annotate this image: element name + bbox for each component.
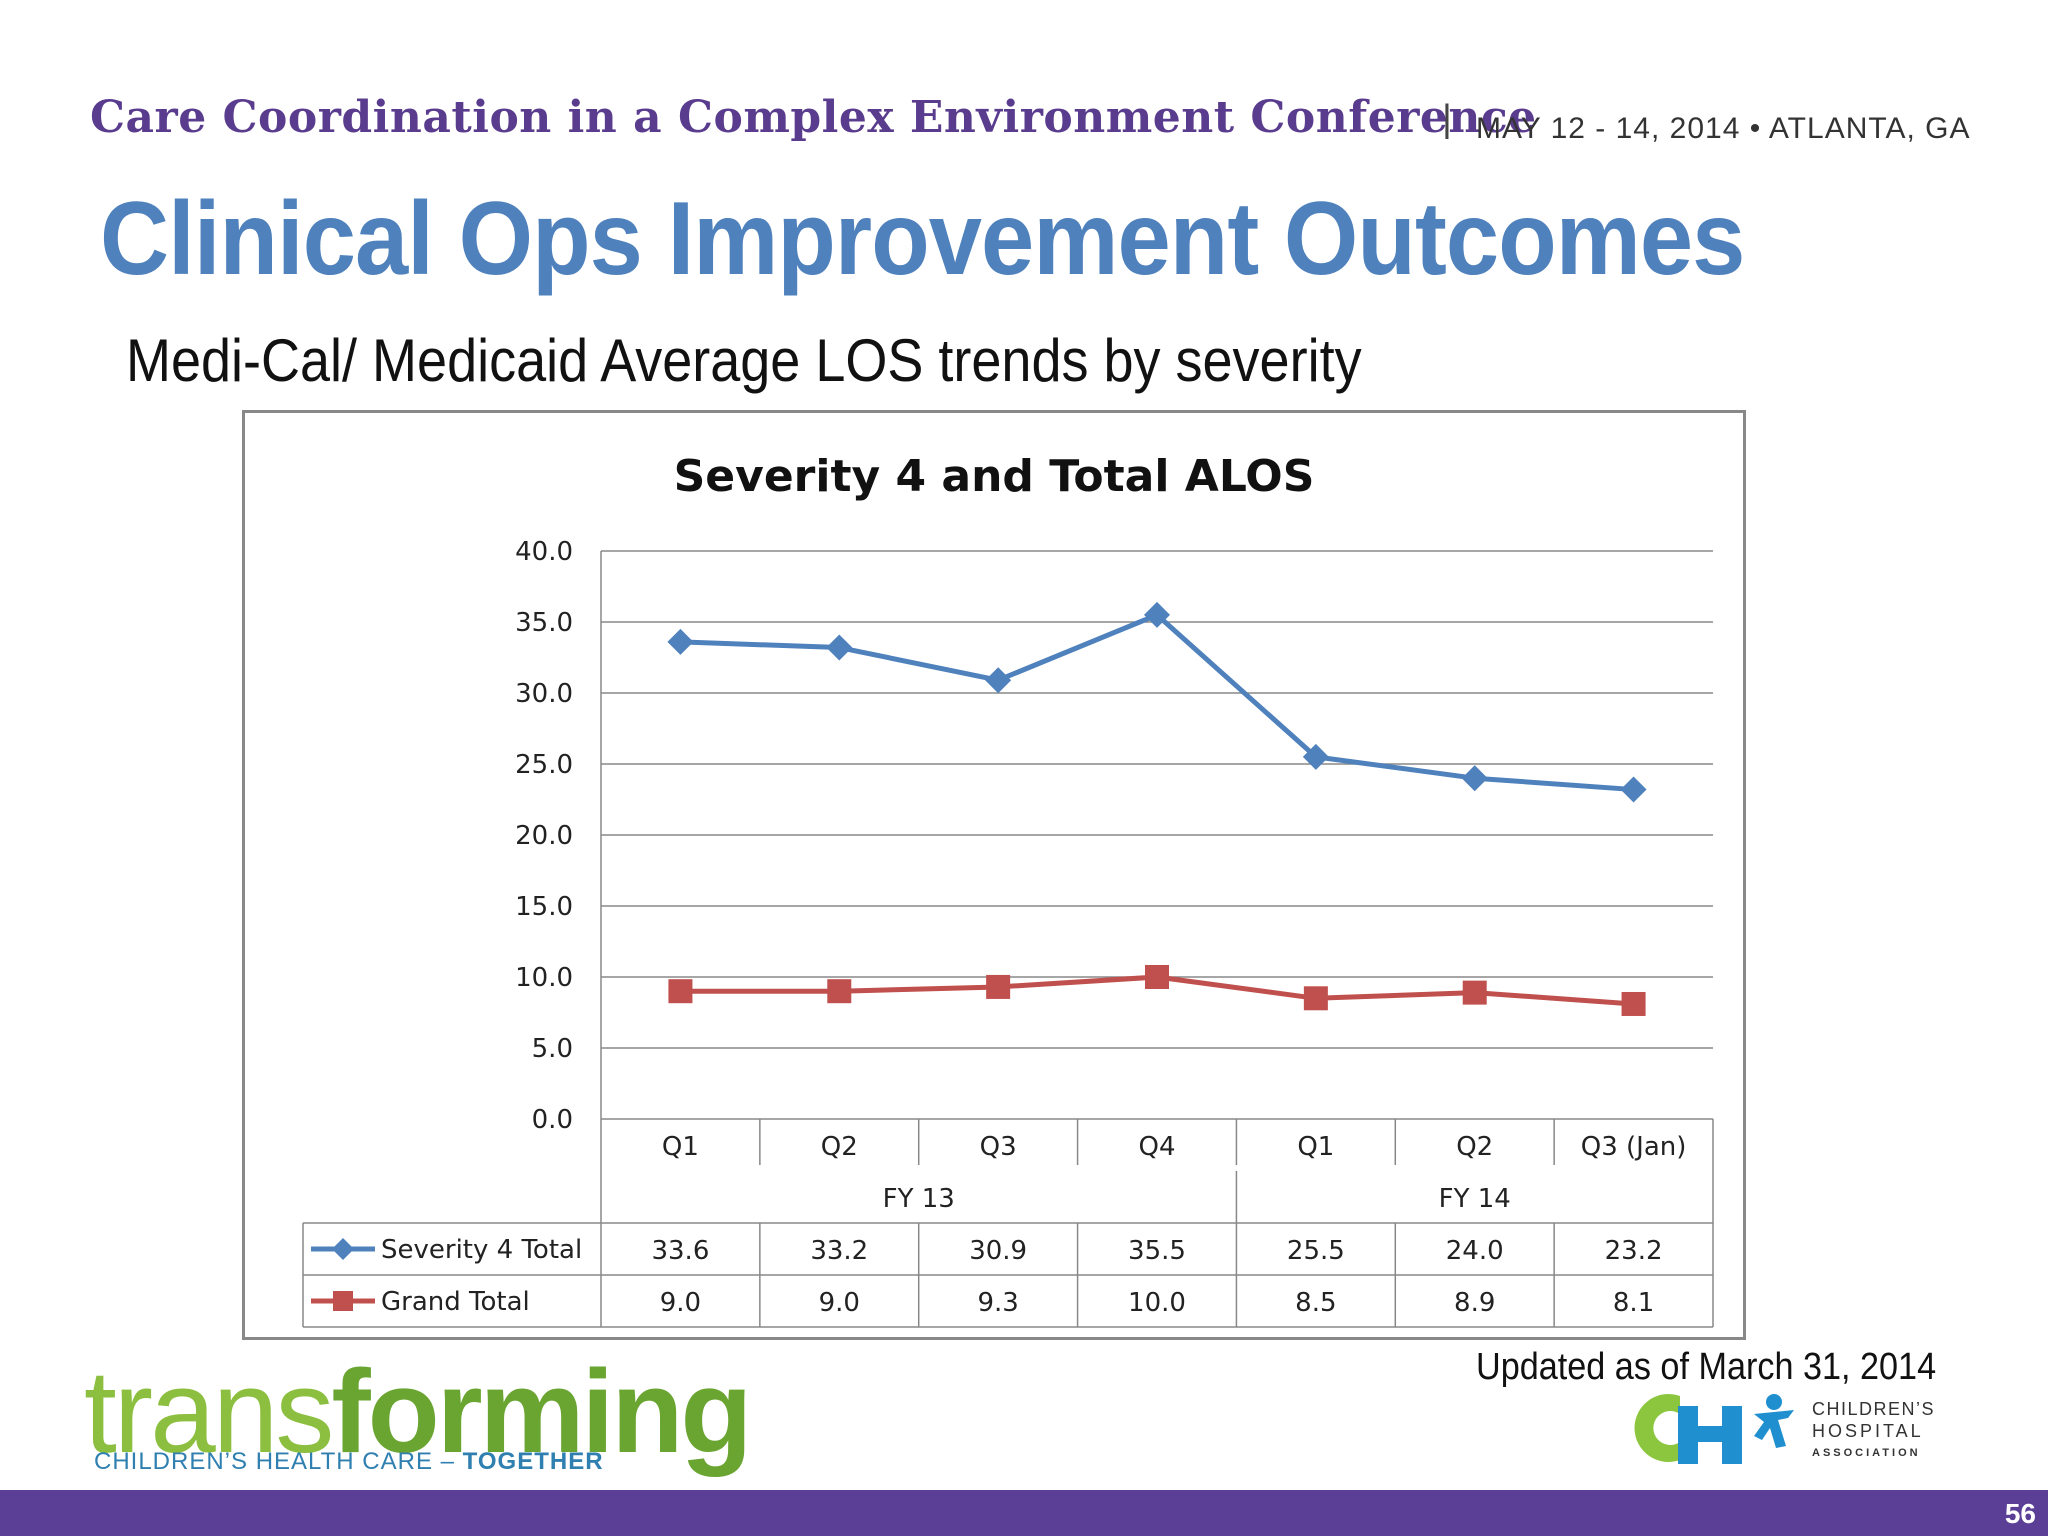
chart-title: Severity 4 and Total ALOS: [674, 451, 1315, 502]
data-point-square: [1621, 991, 1646, 1016]
table-value: 8.5: [1295, 1288, 1336, 1318]
y-tick-label: 40.0: [515, 537, 573, 567]
table-value: 9.0: [660, 1288, 701, 1318]
tagline-main: CHILDREN’S HEALTH CARE –: [94, 1448, 463, 1475]
table-value: 25.5: [1287, 1236, 1345, 1266]
y-tick-label: 30.0: [515, 679, 573, 709]
transforming-tagline: CHILDREN’S HEALTH CARE – TOGETHER: [94, 1448, 604, 1476]
data-point-diamond: [1461, 765, 1488, 792]
alos-line-chart: Severity 4 and Total ALOS 0.0 5.0 10.0 15.0 2…: [302, 451, 1714, 1328]
group-label: FY 14: [1439, 1184, 1511, 1214]
x-tick-label: Q2: [1456, 1132, 1493, 1162]
data-point-diamond: [1144, 601, 1170, 628]
cha-line-3: ASSOCIATION: [1812, 1447, 1921, 1459]
table-value: 9.3: [977, 1288, 1018, 1318]
table-value: 10.0: [1128, 1288, 1186, 1318]
group-label: FY 13: [883, 1184, 955, 1214]
x-tick-label: Q3: [980, 1132, 1017, 1162]
data-point-square: [827, 979, 852, 1004]
header-separator: |: [1442, 98, 1452, 140]
slide-title: Clinical Ops Improvement Outcomes: [100, 181, 1745, 297]
data-point-square: [1303, 986, 1328, 1011]
conference-header: Care Coordination in a Complex Environme…: [90, 92, 1970, 162]
transforming-word-light: trans: [84, 1346, 334, 1478]
data-point-diamond: [985, 667, 1012, 694]
data-point-square: [986, 974, 1011, 999]
updated-note: Updated as of March 31, 2014: [1476, 1346, 1937, 1388]
x-tick-label: Q2: [821, 1132, 858, 1162]
table-value: 8.9: [1454, 1288, 1495, 1318]
table-value: 23.2: [1605, 1236, 1663, 1266]
footer-bar: 56: [0, 1490, 2048, 1536]
y-tick-label: 20.0: [515, 821, 573, 851]
page-number: 56: [2004, 1498, 2036, 1529]
slide-subtitle: Medi-Cal/ Medicaid Average LOS trends by…: [126, 327, 1362, 394]
y-tick-label: 15.0: [515, 892, 573, 922]
table-value: 35.5: [1128, 1236, 1186, 1266]
cha-line-2: HOSPITAL: [1812, 1421, 1924, 1441]
table-value: 33.6: [651, 1236, 709, 1266]
legend-label-0: Severity 4 Total: [381, 1235, 582, 1265]
y-tick-label: 0.0: [532, 1105, 573, 1135]
tagline-bold: TOGETHER: [462, 1448, 604, 1475]
conference-date-location: MAY 12 - 14, 2014 • ATLANTA, GA: [1476, 112, 1971, 145]
data-point-diamond: [826, 634, 853, 661]
legend-key-diamond: [332, 1238, 354, 1260]
cha-wordmark: CHILDREN’S HOSPITAL ASSOCIATION: [1812, 1398, 1935, 1464]
y-tick-label: 35.0: [515, 608, 573, 638]
y-tick-label: 10.0: [515, 963, 573, 993]
data-point-square: [1145, 965, 1169, 989]
table-value: 9.0: [819, 1288, 860, 1318]
x-tick-label: Q4: [1138, 1132, 1175, 1162]
x-tick-label: Q3 (Jan): [1581, 1132, 1687, 1162]
data-point-diamond: [667, 628, 694, 655]
childrens-hospital-association-logo: CHILDREN’S HOSPITAL ASSOCIATION: [1618, 1388, 1948, 1468]
data-point-diamond: [1302, 743, 1329, 770]
table-value: 24.0: [1446, 1236, 1504, 1266]
table-value: 33.2: [810, 1236, 868, 1266]
chart-container: Severity 4 and Total ALOS 0.0 5.0 10.0 15.0 2…: [242, 410, 1746, 1340]
transforming-logo: transforming CHILDREN’S HEALTH CARE – TO…: [84, 1346, 753, 1482]
table-value: 30.9: [969, 1236, 1027, 1266]
table-value: 8.1: [1613, 1288, 1654, 1318]
x-tick-label: Q1: [662, 1132, 699, 1162]
x-tick-label: Q1: [1297, 1132, 1334, 1162]
conference-title: Care Coordination in a Complex Environme…: [90, 92, 1537, 143]
transforming-wordmark: transforming: [84, 1344, 753, 1480]
data-point-diamond: [1620, 776, 1647, 803]
transforming-word-bold: forming: [331, 1346, 752, 1478]
cha-emblem-icon: [1634, 1394, 1794, 1464]
y-tick-label: 5.0: [532, 1034, 573, 1064]
cha-line-1: CHILDREN’S: [1812, 1399, 1936, 1419]
y-tick-label: 25.0: [515, 750, 573, 780]
data-point-square: [668, 979, 693, 1004]
data-point-square: [1462, 980, 1487, 1005]
legend-label-1: Grand Total: [381, 1287, 530, 1317]
legend-key-square: [333, 1291, 353, 1311]
